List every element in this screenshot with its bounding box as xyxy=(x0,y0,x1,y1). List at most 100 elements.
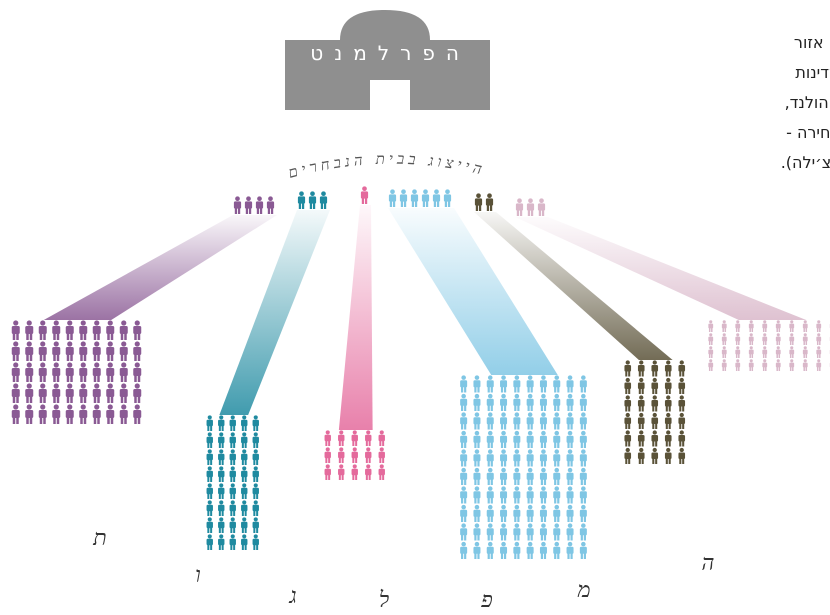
person-icon xyxy=(487,394,494,411)
person-icon xyxy=(487,542,494,559)
paragraph-line: רוב המדינות xyxy=(795,63,830,82)
person-icon xyxy=(253,517,259,533)
person-icon xyxy=(93,362,101,382)
person-icon xyxy=(52,383,60,403)
person-icon xyxy=(12,404,20,424)
person-icon xyxy=(651,395,658,411)
person-icon xyxy=(553,486,560,503)
person-icon xyxy=(230,466,236,482)
person-icon xyxy=(473,542,480,559)
person-icon xyxy=(624,378,631,394)
person-icon xyxy=(253,500,259,516)
person-icon xyxy=(241,483,247,499)
person-icon xyxy=(638,378,645,394)
person-icon xyxy=(12,362,20,382)
person-icon xyxy=(241,432,247,448)
person-icon xyxy=(816,346,821,358)
person-icon xyxy=(309,191,316,209)
person-icon xyxy=(580,375,587,392)
person-icon xyxy=(527,542,534,559)
person-icon xyxy=(540,486,547,503)
person-icon xyxy=(553,412,560,429)
person-icon xyxy=(473,375,480,392)
person-icon xyxy=(540,375,547,392)
person-icon xyxy=(218,449,224,465)
beam xyxy=(44,215,277,320)
letter: ל xyxy=(379,588,389,613)
person-icon xyxy=(722,359,727,371)
person-icon xyxy=(79,404,87,424)
person-icon xyxy=(567,542,574,559)
person-icon xyxy=(241,466,247,482)
person-icon xyxy=(379,430,385,446)
person-icon xyxy=(473,394,480,411)
person-icon xyxy=(638,430,645,446)
person-icon xyxy=(106,362,114,382)
person-icon xyxy=(25,362,33,382)
person-icon xyxy=(665,395,672,411)
person-icon xyxy=(338,430,344,446)
letter: ו xyxy=(195,563,201,588)
person-icon xyxy=(567,449,574,466)
person-icon xyxy=(708,320,713,332)
person-icon xyxy=(230,517,236,533)
person-icon xyxy=(567,523,574,540)
person-icon xyxy=(473,468,480,485)
person-icon xyxy=(651,430,658,446)
person-icon xyxy=(39,383,47,403)
person-icon xyxy=(25,341,33,361)
person-icon xyxy=(513,468,520,485)
person-icon xyxy=(338,464,344,480)
person-icon xyxy=(516,198,523,216)
person-icon xyxy=(624,395,631,411)
beam xyxy=(388,208,558,375)
person-icon xyxy=(52,362,60,382)
person-icon xyxy=(230,534,236,550)
person-icon xyxy=(218,483,224,499)
person-icon xyxy=(433,189,440,207)
person-icon xyxy=(325,430,331,446)
person-icon xyxy=(500,412,507,429)
person-icon xyxy=(624,360,631,376)
person-icon xyxy=(218,432,224,448)
paragraph-line: אזורי בחירה - xyxy=(786,123,830,142)
person-icon xyxy=(218,500,224,516)
person-icon xyxy=(540,412,547,429)
person-icon xyxy=(789,359,794,371)
person-icon xyxy=(460,468,467,485)
person-icon xyxy=(25,320,33,340)
person-icon xyxy=(678,395,685,411)
letter: ת xyxy=(92,526,106,551)
person-icon xyxy=(527,486,534,503)
person-icon xyxy=(352,447,358,463)
illustration: הפרלמנט הייצוג בבית הנבחרים לה היא אזורר… xyxy=(0,0,830,615)
person-icon xyxy=(106,383,114,403)
person-icon xyxy=(638,360,645,376)
person-icon xyxy=(513,375,520,392)
person-icon xyxy=(553,449,560,466)
person-icon xyxy=(487,412,494,429)
person-icon xyxy=(678,378,685,394)
person-icon xyxy=(749,346,754,358)
person-icon xyxy=(776,320,781,332)
person-icon xyxy=(253,415,259,431)
person-icon xyxy=(460,505,467,522)
person-icon xyxy=(241,449,247,465)
person-icon xyxy=(513,505,520,522)
person-icon xyxy=(230,483,236,499)
person-icon xyxy=(66,404,74,424)
person-icon xyxy=(230,432,236,448)
person-icon xyxy=(444,189,451,207)
person-icon xyxy=(120,383,128,403)
person-icon xyxy=(253,432,259,448)
person-icon xyxy=(567,375,574,392)
person-icon xyxy=(678,430,685,446)
person-icon xyxy=(513,394,520,411)
person-icon xyxy=(553,468,560,485)
person-icon xyxy=(638,413,645,429)
person-icon xyxy=(580,468,587,485)
person-icon xyxy=(93,320,101,340)
person-icon xyxy=(527,468,534,485)
beam xyxy=(339,205,373,430)
person-icon xyxy=(735,320,740,332)
